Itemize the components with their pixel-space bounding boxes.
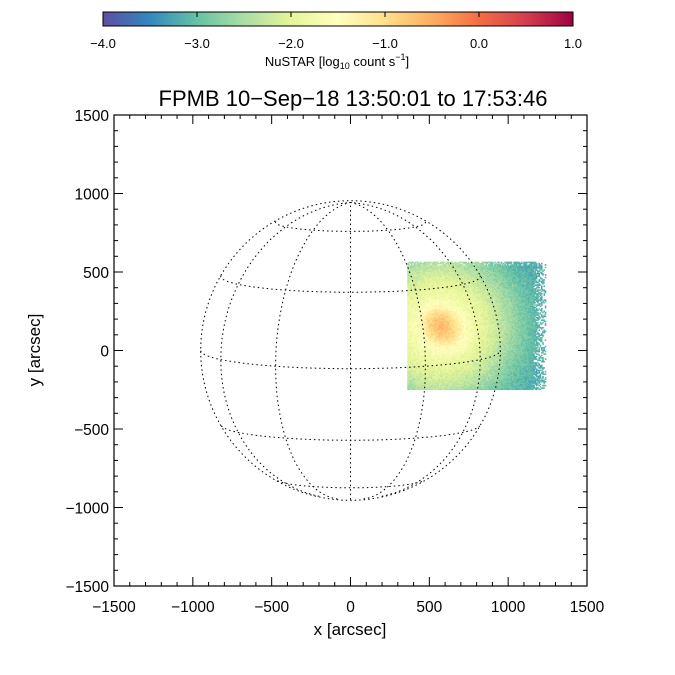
disk-grid-line [220,425,481,441]
disk-grid-line [275,221,426,232]
solar-disk-grid [200,200,501,501]
colorbar-ticks: −4.0 −3.0 −2.0 −1.0 0.0 1.0 [90,12,582,51]
plot-area [200,200,547,501]
colorbar-tick: −4.0 [90,12,116,51]
y-axis-label: y [arcsec] [25,314,44,387]
colorbar-title: NuSTAR [log10 count s−1] [265,52,409,71]
y-tick-label: 1500 [75,108,110,125]
colorbar-tick: 0.0 [470,12,488,51]
disk-grid-line [350,202,426,500]
colorbar-tick-label: −2.0 [278,36,304,51]
disk-grid-line [277,480,424,489]
colorbar: −4.0 −3.0 −2.0 −1.0 0.0 1.0 NuSTAR [log10 cou… [90,11,582,71]
x-tick-labels: −1500 −1000 −500 0 500 1000 1500 [92,599,604,616]
colorbar-tick-label: −3.0 [184,36,210,51]
solar-limb [200,200,501,501]
colorbar-tick: −3.0 [184,12,210,51]
colorbar-tick-label: −4.0 [90,36,116,51]
x-tick-label: −1500 [92,599,136,616]
y-tick-label: 0 [100,344,109,361]
y-tick-label: −1500 [65,579,109,596]
y-tick-label: 500 [83,265,109,282]
heatmap-image [407,261,547,391]
colorbar-tick-label: 1.0 [564,36,582,51]
y-tick-label: −1000 [65,501,109,518]
colorbar-tick: −2.0 [278,12,304,51]
disk-grid-line [220,275,481,293]
y-tick-label: −500 [74,422,109,439]
disk-grid-line [220,202,351,497]
y-tick-label: 1000 [75,187,110,204]
colorbar-tick: 1.0 [564,12,582,51]
x-axis-label: x [arcsec] [314,620,387,639]
x-tick-label: 500 [416,599,442,616]
colorbar-tick-label: −1.0 [372,36,398,51]
colorbar-tick-label: 0.0 [470,36,488,51]
colorbar-tick: −1.0 [372,12,398,51]
x-tick-label: 1500 [570,599,605,616]
x-tick-label: 1000 [491,599,526,616]
disk-grid-line [275,202,351,500]
axis-ticks [113,114,588,587]
y-tick-labels: −1500 −1000 −500 0 500 1000 1500 [65,108,109,596]
x-tick-label: −1000 [171,599,215,616]
colorbar-gradient [102,11,574,27]
chart-title: FPMB 10−Sep−18 13:50:01 to 17:53:46 [159,86,548,111]
x-tick-label: 0 [346,599,355,616]
disk-grid-line [200,350,501,370]
x-tick-label: −500 [254,599,289,616]
